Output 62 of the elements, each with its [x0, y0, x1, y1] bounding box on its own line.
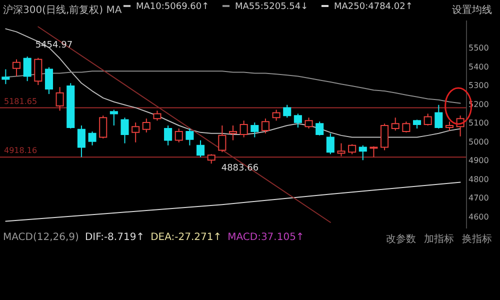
- candlestick: [77, 125, 86, 158]
- candlestick: [348, 144, 356, 155]
- candlestick: [56, 86, 64, 112]
- text: DIF:-8.719↑: [84, 232, 145, 243]
- text: MACD(12,26,9): [3, 232, 79, 243]
- candlestick: [424, 113, 432, 126]
- candlestick: [294, 113, 302, 128]
- candlestick: [2, 68, 10, 85]
- legend-label: MA250:4784.02↑: [334, 2, 413, 12]
- candlestick: [272, 109, 280, 122]
- candlestick: [316, 121, 324, 136]
- candlestick: [337, 142, 346, 157]
- text: 设置均线: [452, 4, 492, 17]
- candlestick: [120, 117, 129, 144]
- candlestick: [142, 118, 150, 133]
- candlestick: [261, 118, 270, 134]
- text: DEA:-27.271↑: [150, 232, 222, 243]
- candlestick: [304, 117, 313, 129]
- candlestick: [34, 57, 42, 86]
- candlestick: [326, 132, 334, 155]
- candlestick: [250, 122, 259, 138]
- candlestick: [380, 123, 389, 151]
- text: MACD:37.105↑: [228, 232, 304, 243]
- candlestick: [174, 128, 183, 143]
- chart-title: 沪深300(日线,前复权) MA: [3, 5, 122, 16]
- candlestick: [240, 120, 248, 138]
- candlestick: [23, 56, 32, 82]
- y-tick-label: 5100: [468, 118, 489, 128]
- text: 加指标: [424, 234, 454, 245]
- candlestick: [99, 115, 108, 139]
- ref-line-label: 4918.16: [4, 146, 38, 156]
- candlestick: [132, 122, 140, 143]
- ref-line-label: 5181.65: [4, 96, 38, 106]
- y-tick-label: 4800: [468, 174, 489, 184]
- candlestick: [164, 125, 172, 146]
- text: 改参数: [386, 234, 416, 245]
- candlestick: [153, 110, 162, 122]
- legend-label: MA10:5069.60↑: [136, 2, 210, 12]
- candlestick: [358, 144, 367, 161]
- legend-label: MA55:5205.54↓: [235, 2, 308, 12]
- candlestick: [228, 125, 238, 141]
- y-tick-label: 5000: [468, 137, 489, 146]
- candlestick: [12, 58, 21, 77]
- candlestick: [44, 66, 53, 95]
- candlestick: [196, 140, 205, 158]
- candlestick: [391, 117, 400, 132]
- y-tick-label: 4700: [468, 194, 489, 203]
- candlestick: [218, 125, 226, 153]
- text: 换指标: [462, 234, 492, 245]
- candlestick: [186, 128, 194, 146]
- y-tick-label: 5500: [468, 44, 489, 53]
- candlestick: [402, 121, 410, 133]
- y-tick-label: 4600: [468, 212, 489, 222]
- y-tick-label: 5400: [468, 62, 489, 72]
- candlestick: [434, 104, 443, 129]
- candlestick: [88, 130, 96, 146]
- line-series: [5, 182, 461, 222]
- y-tick-label: 4900: [468, 156, 489, 166]
- candlestick: [110, 109, 118, 126]
- y-tick-label: 5300: [468, 81, 489, 90]
- candlestick: [207, 154, 216, 164]
- candlestick: [283, 104, 292, 118]
